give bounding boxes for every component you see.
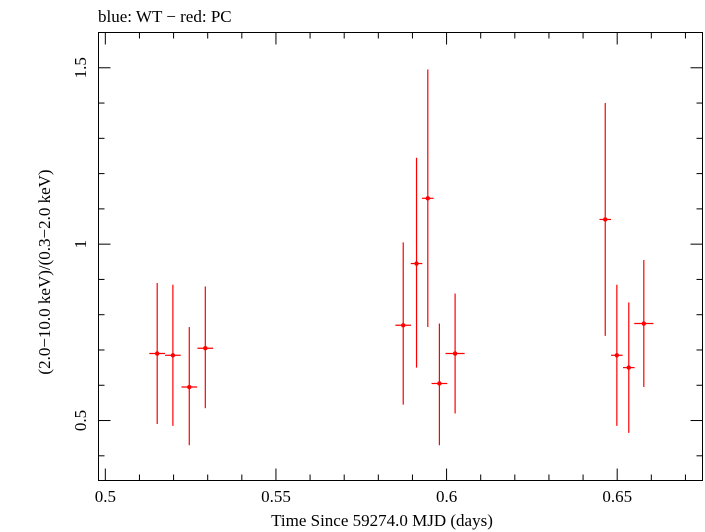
data-series-pc (149, 69, 654, 446)
data-point (181, 327, 198, 446)
point-marker (452, 351, 458, 356)
y-axis-label: (2.0−10.0 keV)/(0.3−2.0 keV) (35, 169, 54, 374)
point-marker (614, 353, 620, 358)
data-point (421, 69, 434, 328)
point-marker (603, 217, 608, 222)
point-marker (154, 351, 160, 356)
x-axis-label: Time Since 59274.0 MJD (days) (271, 511, 493, 530)
point-marker (425, 196, 430, 201)
data-point (634, 260, 654, 388)
y-axis-tick-labels: 0.5 1 1.5 (71, 57, 90, 431)
point-marker (170, 353, 176, 358)
data-point (165, 284, 181, 426)
chart-title: blue: WT − red: PC (98, 7, 232, 26)
data-point (410, 157, 423, 368)
data-point (431, 323, 448, 446)
data-point (197, 286, 214, 409)
x-tick-label: 0.5 (95, 487, 116, 506)
y-tick-label: 1 (71, 240, 90, 249)
data-point (395, 242, 412, 405)
plot-frame (98, 32, 703, 481)
x-axis-tick-labels: 0.5 0.55 0.6 0.65 (95, 487, 632, 506)
data-point (599, 103, 612, 336)
x-tick-label: 0.6 (436, 487, 457, 506)
y-axis-ticks (98, 32, 703, 457)
point-marker (187, 384, 192, 390)
point-marker (437, 381, 442, 386)
x-axis-ticks (104, 32, 686, 481)
point-marker (203, 346, 208, 351)
data-point (611, 284, 623, 426)
y-tick-label: 0.5 (71, 410, 90, 431)
data-point (445, 293, 465, 414)
x-tick-label: 0.55 (261, 487, 291, 506)
point-marker (626, 365, 631, 370)
y-tick-label: 1.5 (71, 57, 90, 78)
data-point (622, 302, 635, 433)
x-tick-label: 0.65 (602, 487, 632, 506)
point-marker (401, 323, 406, 328)
data-point (149, 282, 166, 425)
point-marker (641, 321, 647, 326)
point-marker (414, 261, 419, 266)
